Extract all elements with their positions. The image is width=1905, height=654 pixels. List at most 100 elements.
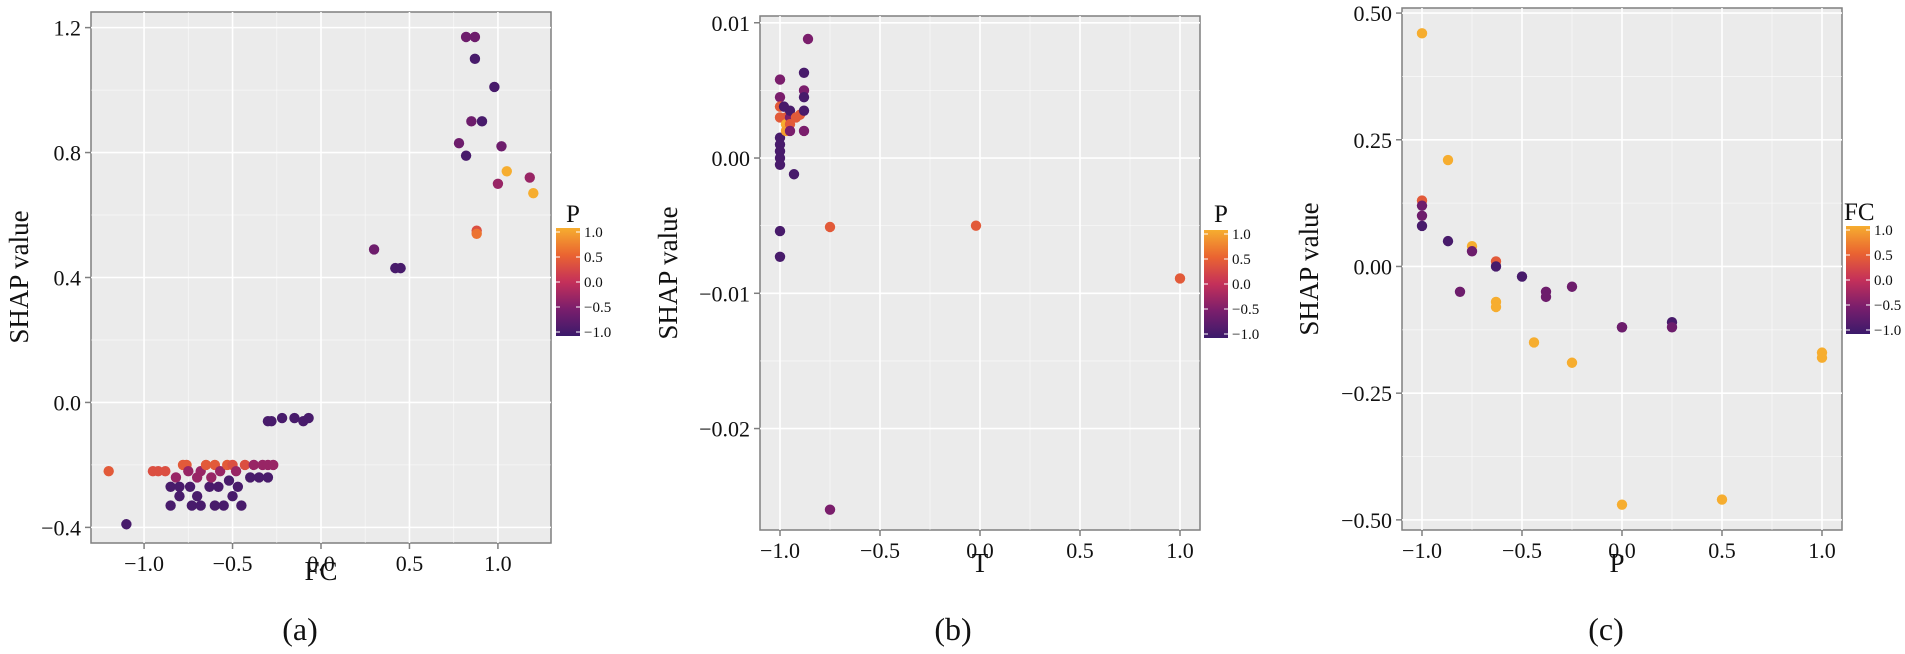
data-point — [204, 481, 215, 492]
panel-label: (c) — [1588, 611, 1624, 647]
colorbar-tick-label: 0.0 — [1232, 277, 1251, 293]
data-point — [970, 220, 982, 231]
data-point — [248, 459, 259, 471]
data-point — [160, 465, 171, 477]
data-point — [1490, 301, 1502, 313]
data-point — [1816, 352, 1828, 363]
data-point — [227, 490, 238, 502]
x-tick-label: 0.5 — [1066, 538, 1094, 563]
y-tick-label: −0.25 — [1341, 381, 1392, 406]
x-tick-label: −0.5 — [1502, 538, 1542, 563]
y-ticks: −0.02 −0.01 0.00 0.01 — [699, 11, 760, 442]
data-point — [174, 481, 185, 492]
data-point — [1528, 337, 1540, 348]
data-point — [213, 481, 224, 492]
x-tick-label: 0.5 — [396, 551, 424, 576]
data-point — [239, 459, 251, 471]
data-point — [103, 465, 114, 477]
data-point — [774, 159, 786, 170]
data-point — [524, 172, 535, 183]
data-point — [368, 244, 380, 255]
data-point — [200, 459, 212, 471]
data-point — [206, 472, 217, 483]
x-axis-label: FC — [304, 556, 337, 586]
colorbar-tick-label: 0.0 — [584, 275, 603, 291]
colorbar-tick-label: 0.0 — [1874, 273, 1893, 289]
data-point — [230, 465, 242, 477]
x-tick-label: −0.5 — [860, 538, 900, 563]
x-tick-label: 1.0 — [1166, 538, 1194, 563]
colorbar-title: P — [566, 201, 580, 228]
data-point — [276, 412, 288, 424]
colorbar: P 1.0 0.5 0.0 −0.5 −1.0 — [556, 201, 611, 341]
data-point — [303, 412, 314, 424]
x-axis-label: P — [1609, 548, 1624, 578]
colorbar-tick-label: 0.5 — [1232, 252, 1251, 268]
x-tick-label: −1.0 — [760, 538, 800, 563]
data-point — [1716, 494, 1728, 505]
data-point — [476, 116, 488, 127]
y-axis-label: SHAP value — [4, 210, 34, 343]
x-tick-label: 0.0 — [966, 538, 994, 563]
data-point — [1516, 271, 1528, 282]
colorbar-title: FC — [1844, 199, 1875, 226]
data-point — [165, 500, 176, 511]
data-point — [223, 475, 235, 486]
data-point — [183, 465, 194, 477]
data-point — [1454, 286, 1466, 298]
x-tick-label: −1.0 — [1402, 538, 1442, 563]
data-point — [262, 472, 274, 483]
data-points — [1416, 28, 1828, 510]
data-point — [824, 504, 836, 515]
data-point — [165, 481, 176, 492]
y-tick-label: 1.2 — [54, 16, 82, 41]
colorbar-tick-label: 0.5 — [584, 250, 603, 266]
data-point — [1442, 154, 1454, 166]
data-point — [784, 105, 796, 116]
data-point — [798, 105, 810, 116]
data-point — [453, 137, 465, 149]
data-point — [184, 481, 196, 492]
colorbar-tick-label: −0.5 — [1874, 298, 1901, 314]
data-point — [232, 481, 244, 492]
data-point — [1666, 322, 1678, 333]
data-point — [774, 251, 786, 262]
data-point — [1442, 235, 1454, 247]
colorbar-tick-label: −1.0 — [584, 325, 611, 341]
data-point — [1416, 200, 1428, 211]
data-point — [460, 31, 472, 43]
colorbar-tick-label: −0.5 — [1232, 302, 1259, 318]
y-tick-label: 0.00 — [712, 146, 751, 171]
x-tick-label: −1.0 — [124, 551, 164, 576]
colorbar-title: P — [1214, 201, 1228, 228]
data-point — [218, 500, 229, 511]
colorbar-tick-label: −1.0 — [1874, 323, 1901, 339]
colorbar-tick-label: 0.5 — [1874, 248, 1893, 264]
data-point — [236, 500, 247, 511]
data-point — [1566, 357, 1578, 368]
colorbar-ticks: 1.0 0.5 0.0 −0.5 −1.0 — [1846, 223, 1901, 339]
y-tick-label: 0.25 — [1354, 128, 1393, 153]
x-tick-label: 0.5 — [1708, 538, 1736, 563]
y-axis-label: SHAP value — [1294, 202, 1324, 335]
data-point — [774, 225, 786, 237]
data-point — [289, 412, 300, 424]
data-point — [469, 31, 481, 43]
data-point — [245, 472, 256, 483]
colorbar-ticks: 1.0 0.5 0.0 −0.5 −1.0 — [556, 225, 611, 341]
data-point — [788, 169, 800, 180]
data-point — [774, 74, 786, 85]
data-point — [1540, 291, 1552, 303]
y-tick-label: −0.50 — [1341, 508, 1392, 533]
data-point — [395, 262, 406, 274]
data-point — [1616, 322, 1628, 333]
x-ticks: −1.0 −0.5 0.0 0.5 1.0 — [1402, 530, 1836, 563]
y-ticks: −0.4 0.0 0.4 0.8 1.2 — [41, 16, 91, 540]
data-point — [798, 91, 810, 103]
colorbar-tick-label: 1.0 — [584, 225, 603, 241]
data-point — [1490, 261, 1502, 272]
data-point — [186, 500, 198, 511]
data-point — [266, 415, 277, 427]
colorbar-tick-label: 1.0 — [1874, 223, 1893, 239]
